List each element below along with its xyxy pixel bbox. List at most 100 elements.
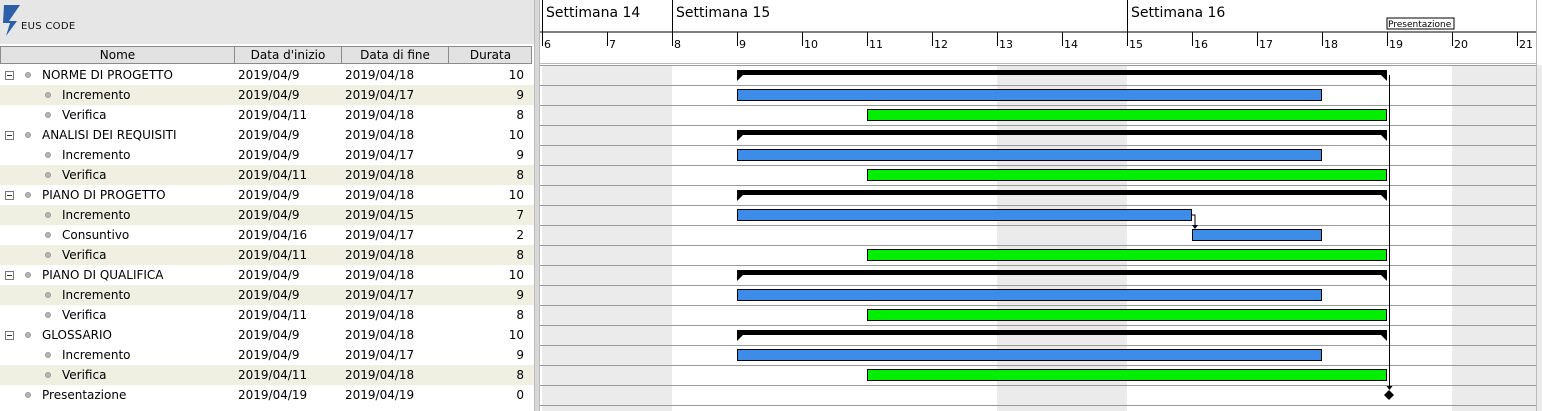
task-start: 2019/04/9 [238, 208, 300, 222]
task-bar [867, 369, 1387, 381]
day-tick-label: 16 [1194, 38, 1208, 51]
task-start: 2019/04/9 [238, 148, 300, 162]
day-tick-label: 8 [674, 38, 681, 51]
task-start: 2019/04/9 [238, 348, 300, 362]
task-end: 2019/04/18 [345, 68, 415, 82]
day-tick-label: 20 [1454, 38, 1468, 51]
day-tick-label: 11 [869, 38, 883, 51]
table-row[interactable]: Incremento 2019/04/9 2019/04/17 9 [0, 345, 534, 365]
weekend-band [542, 65, 607, 411]
summary-bar-start-cap [737, 275, 743, 281]
day-tick-label: 10 [804, 38, 818, 51]
task-bullet-icon [25, 332, 31, 338]
split-pane-divider[interactable] [534, 0, 540, 411]
task-end: 2019/04/17 [345, 228, 415, 242]
summary-bar [737, 330, 1387, 335]
logo-text: EUS CODE [21, 21, 76, 32]
table-row[interactable]: Incremento 2019/04/9 2019/04/17 9 [0, 285, 534, 305]
task-bar [867, 309, 1387, 321]
task-bullet-icon [45, 112, 51, 118]
table-row[interactable]: NORME DI PROGETTO 2019/04/9 2019/04/18 10 [0, 65, 534, 85]
table-row[interactable]: Verifica 2019/04/11 2019/04/18 8 [0, 105, 534, 125]
task-name: Verifica [62, 168, 107, 182]
task-duration: 10 [508, 128, 524, 142]
table-header: Nome Data d'inizio Data di fine Durata [0, 46, 532, 64]
column-header-end[interactable]: Data di fine [342, 47, 449, 63]
day-tick-label: 13 [999, 38, 1013, 51]
week-label: Settimana 14 [546, 5, 640, 21]
task-duration: 10 [508, 268, 524, 282]
milestone-header-label: Presentazione [1388, 20, 1452, 30]
summary-bar-end-cap [1381, 335, 1387, 341]
day-tick-label: 18 [1324, 38, 1338, 51]
task-end: 2019/04/18 [345, 308, 415, 322]
table-row[interactable]: Verifica 2019/04/11 2019/04/18 8 [0, 165, 534, 185]
task-duration: 8 [516, 108, 524, 122]
task-end: 2019/04/18 [345, 248, 415, 262]
task-bullet-icon [45, 252, 51, 258]
weekend-band [607, 65, 672, 411]
task-name: Incremento [62, 208, 131, 222]
task-duration: 9 [516, 288, 524, 302]
task-duration: 10 [508, 188, 524, 202]
task-bullet-icon [45, 172, 51, 178]
collapse-icon[interactable] [5, 131, 14, 140]
task-duration: 8 [516, 368, 524, 382]
task-bar [867, 169, 1387, 181]
task-end: 2019/04/17 [345, 348, 415, 362]
table-row[interactable]: Verifica 2019/04/11 2019/04/18 8 [0, 365, 534, 385]
table-row[interactable]: Consuntivo 2019/04/16 2019/04/17 2 [0, 225, 534, 245]
task-bullet-icon [45, 92, 51, 98]
task-bar [737, 149, 1322, 161]
task-start: 2019/04/9 [238, 188, 300, 202]
task-end: 2019/04/17 [345, 88, 415, 102]
column-header-duration[interactable]: Durata [469, 48, 512, 62]
collapse-icon[interactable] [5, 331, 14, 340]
task-bullet-icon [45, 232, 51, 238]
task-start: 2019/04/16 [238, 228, 308, 242]
task-bar [867, 249, 1387, 261]
task-bullet-icon [45, 212, 51, 218]
day-tick-label: 6 [544, 38, 551, 51]
task-end: 2019/04/18 [345, 328, 415, 342]
table-row[interactable]: PIANO DI PROGETTO 2019/04/9 2019/04/18 10 [0, 185, 534, 205]
task-end: 2019/04/18 [345, 168, 415, 182]
task-bar [867, 109, 1387, 121]
zeus-logo-icon [3, 5, 20, 36]
task-bullet-icon [45, 312, 51, 318]
task-name: Incremento [62, 148, 131, 162]
task-start: 2019/04/9 [238, 328, 300, 342]
task-name: Incremento [62, 288, 131, 302]
task-duration: 2 [516, 228, 524, 242]
table-row[interactable]: Verifica 2019/04/11 2019/04/18 8 [0, 245, 534, 265]
task-duration: 7 [516, 208, 524, 222]
collapse-icon[interactable] [5, 71, 14, 80]
task-bullet-icon [25, 272, 31, 278]
task-bullet-icon [25, 72, 31, 78]
task-start: 2019/04/11 [238, 248, 308, 262]
task-start: 2019/04/11 [238, 168, 308, 182]
column-header-name[interactable]: Nome [1, 47, 235, 63]
day-tick-label: 21 [1519, 38, 1533, 51]
table-row[interactable]: GLOSSARIO 2019/04/9 2019/04/18 10 [0, 325, 534, 345]
table-row[interactable]: Incremento 2019/04/9 2019/04/17 9 [0, 145, 534, 165]
weekend-band [1452, 65, 1517, 411]
table-row[interactable]: Verifica 2019/04/11 2019/04/18 8 [0, 305, 534, 325]
table-row[interactable]: PIANO DI QUALIFICA 2019/04/9 2019/04/18 10 [0, 265, 534, 285]
task-bullet-icon [45, 372, 51, 378]
collapse-icon[interactable] [5, 271, 14, 280]
task-bullet-icon [25, 132, 31, 138]
milestone-header-box [1386, 17, 1455, 30]
task-end: 2019/04/18 [345, 268, 415, 282]
table-row[interactable]: Presentazione 2019/04/19 2019/04/19 0 [0, 385, 534, 405]
collapse-icon[interactable] [5, 191, 14, 200]
task-duration: 10 [508, 68, 524, 82]
task-name: Verifica [62, 308, 107, 322]
table-row[interactable]: Incremento 2019/04/9 2019/04/15 7 [0, 205, 534, 225]
table-row[interactable]: ANALISI DEI REQUISITI 2019/04/9 2019/04/18… [0, 125, 534, 145]
task-start: 2019/04/11 [238, 108, 308, 122]
table-row[interactable]: Incremento 2019/04/9 2019/04/17 9 [0, 85, 534, 105]
summary-bar-end-cap [1381, 75, 1387, 81]
column-header-start[interactable]: Data d'inizio [235, 47, 342, 63]
summary-bar-start-cap [737, 195, 743, 201]
